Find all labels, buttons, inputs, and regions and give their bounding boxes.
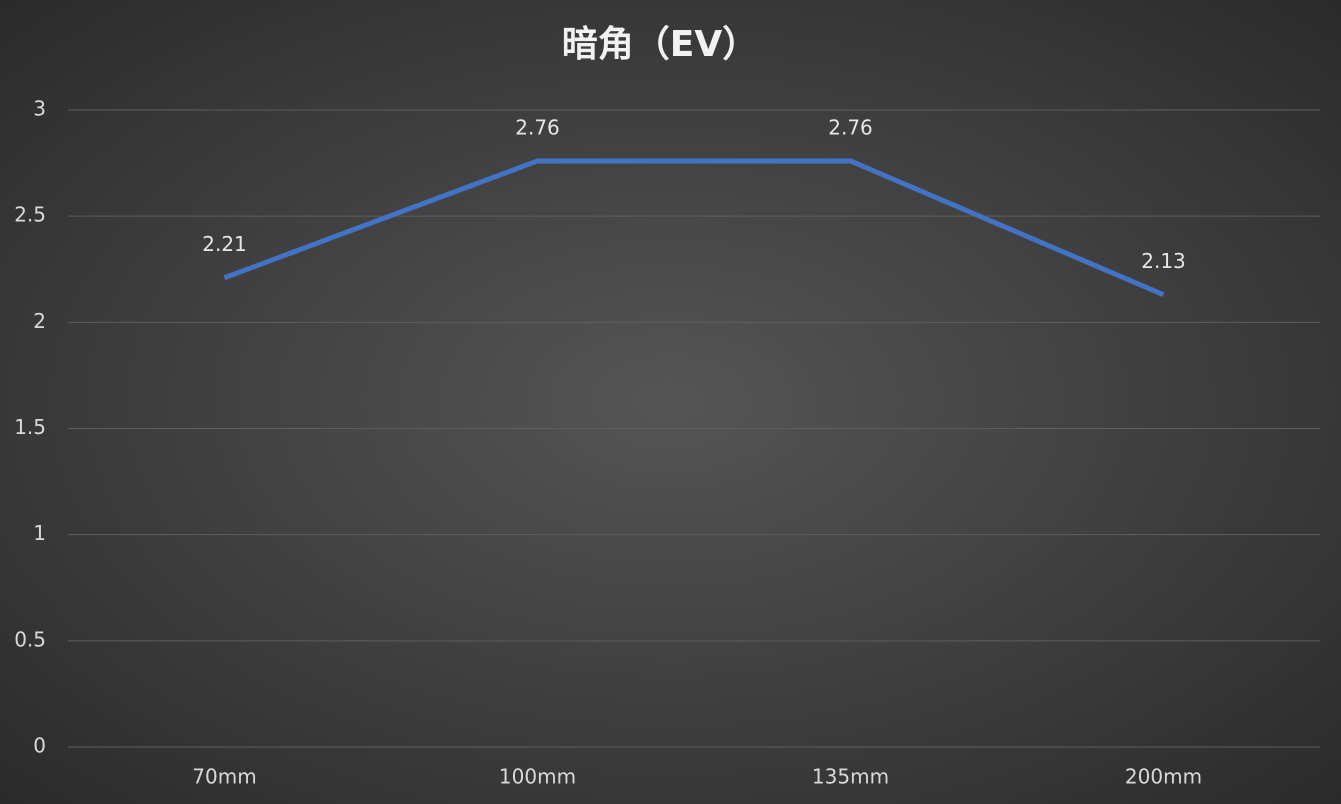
data-label: 2.13 <box>1141 249 1186 273</box>
y-tick-label: 0 <box>33 734 46 758</box>
y-tick-label: 2 <box>33 309 46 333</box>
y-tick-label: 1.5 <box>14 415 46 439</box>
x-tick-label: 70mm <box>192 765 256 789</box>
y-tick-label: 1 <box>33 521 46 545</box>
y-tick-label: 0.5 <box>14 627 46 651</box>
data-label: 2.76 <box>515 115 560 139</box>
chart-title: 暗角（EV） <box>562 24 758 65</box>
x-tick-label: 100mm <box>499 765 576 789</box>
line <box>223 158 1165 298</box>
data-label: 2.76 <box>828 115 873 139</box>
x-tick-label: 135mm <box>812 765 889 789</box>
data-label: 2.21 <box>202 232 247 256</box>
x-tick-label: 200mm <box>1125 765 1202 789</box>
y-tick-label: 3 <box>33 97 46 121</box>
y-tick-label: 2.5 <box>14 203 46 227</box>
